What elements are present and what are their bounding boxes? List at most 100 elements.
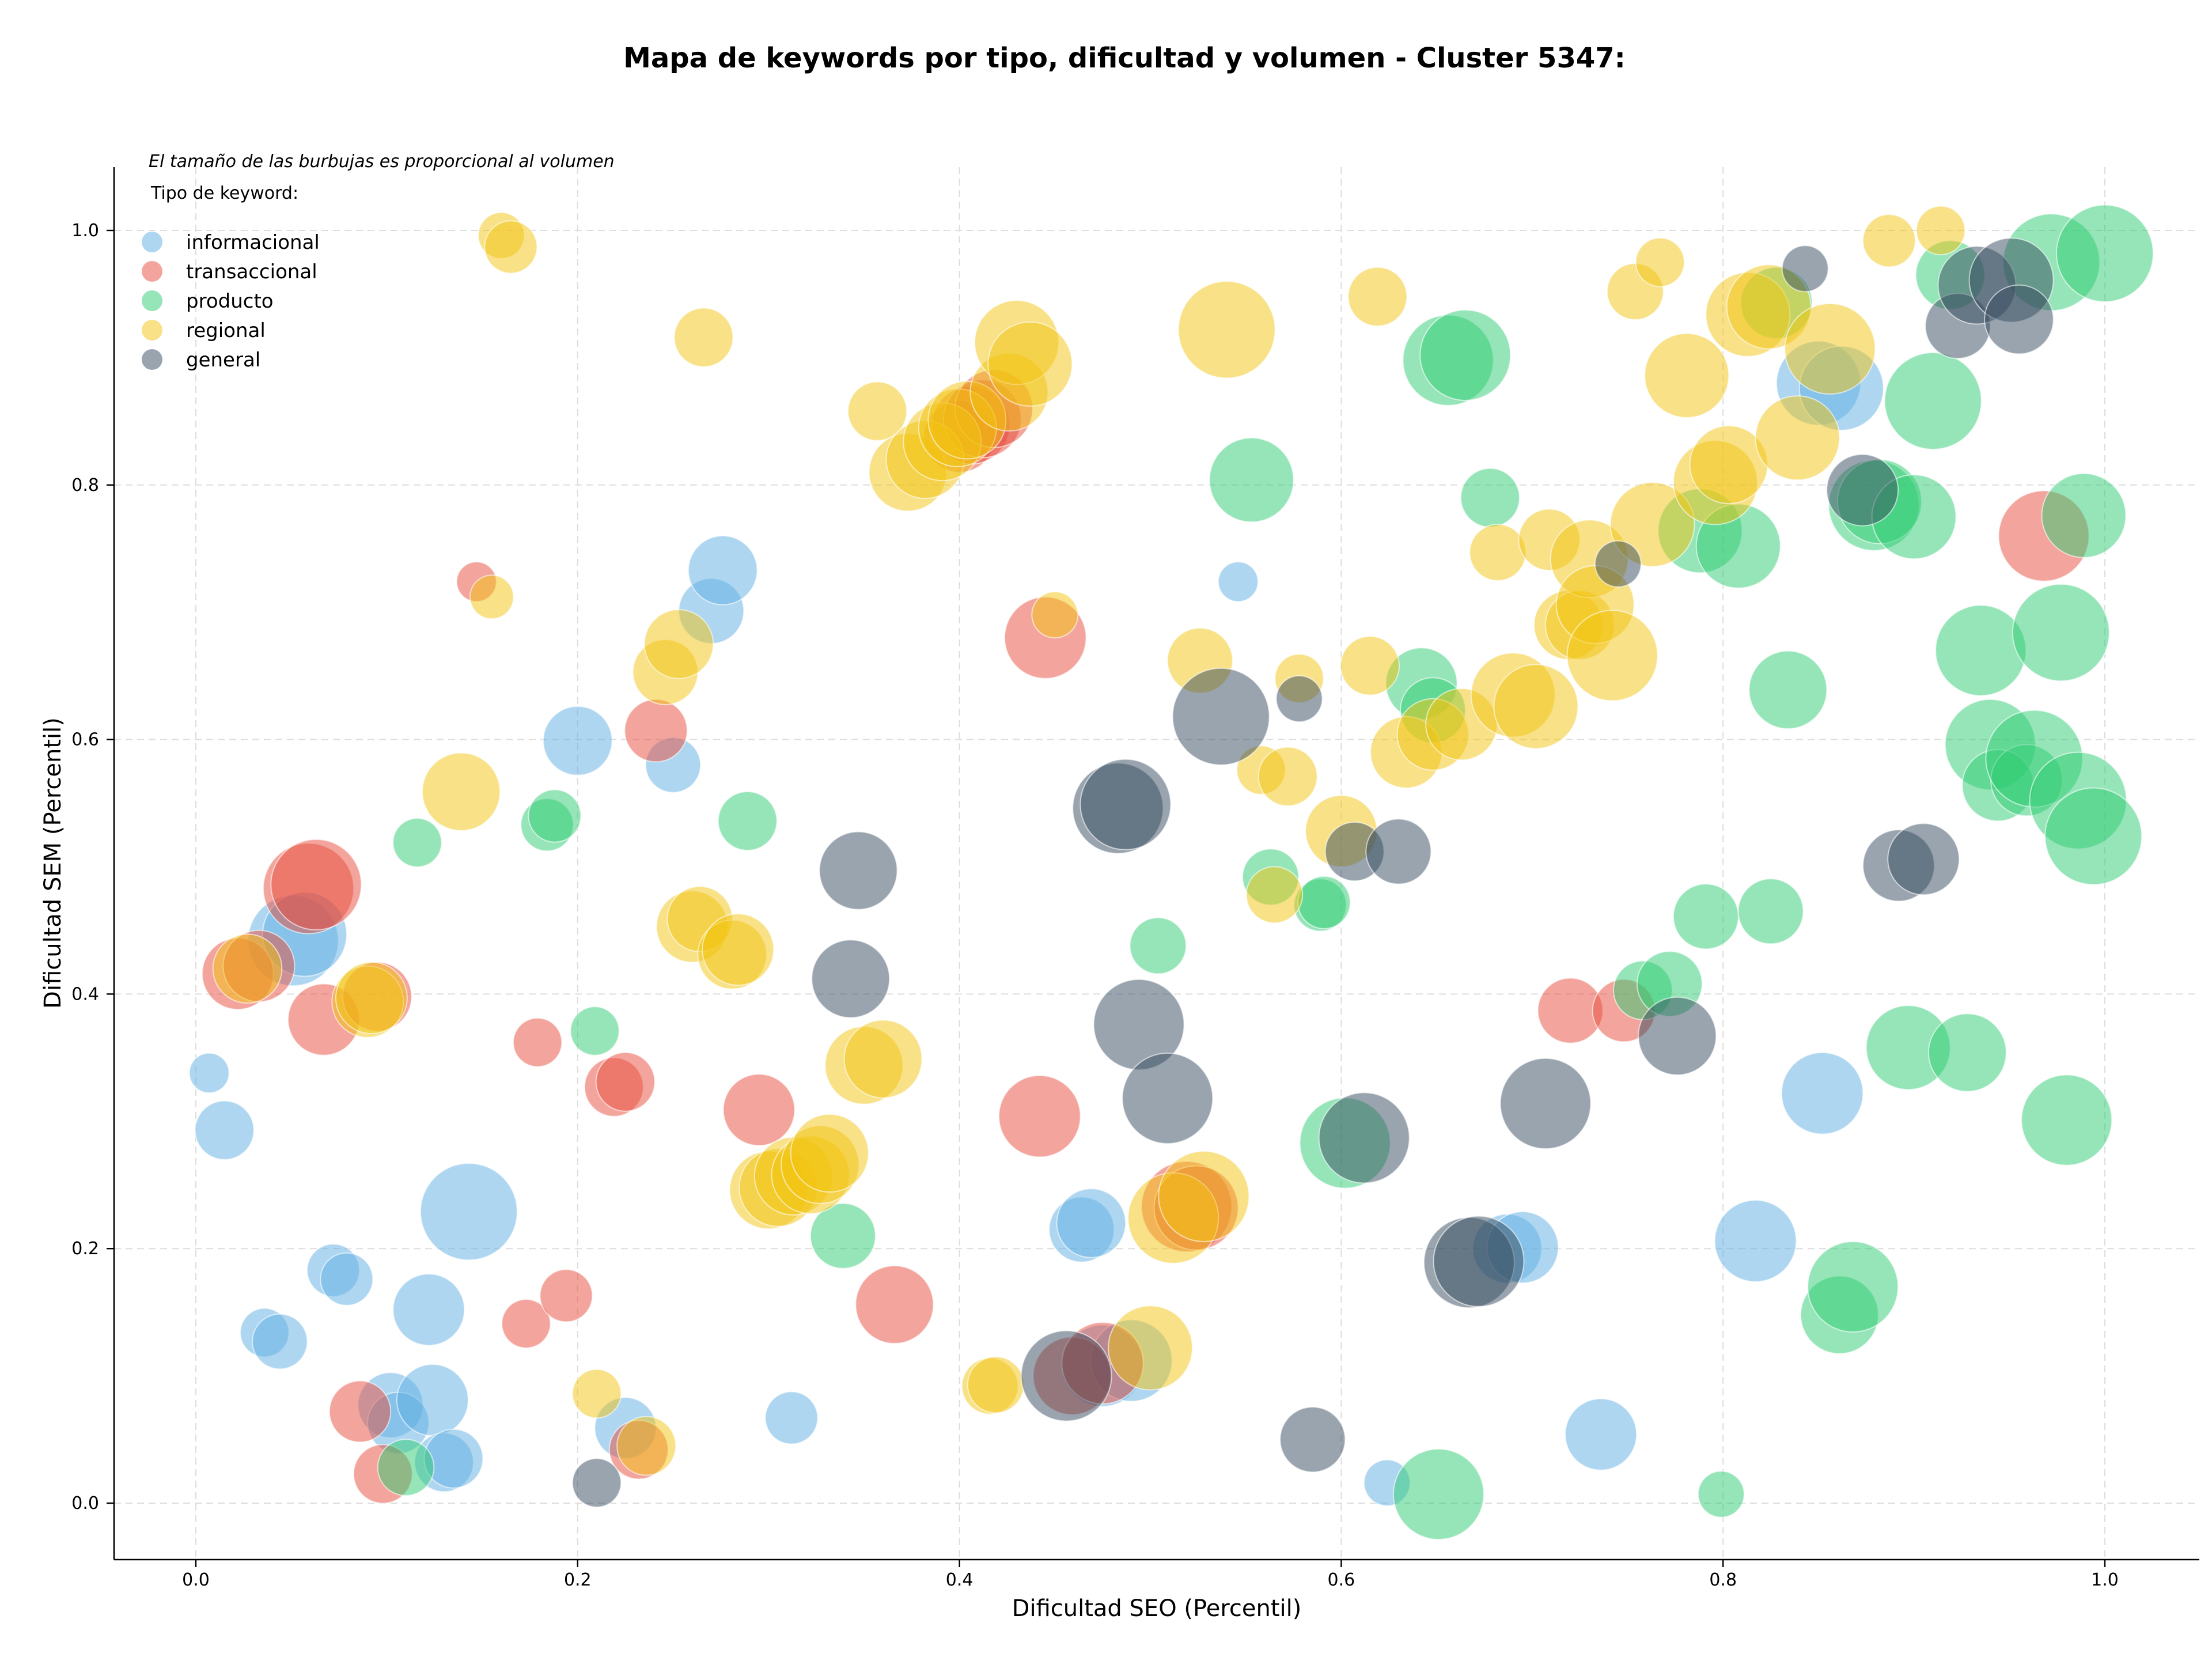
bubble-point: [702, 913, 775, 986]
bubble-point: [1297, 875, 1351, 929]
bubble-point: [469, 574, 514, 619]
bubble-point: [1172, 667, 1270, 766]
bubble-point: [1807, 1241, 1899, 1333]
bubble-point: [2012, 584, 2110, 682]
bubble-point: [419, 1163, 518, 1261]
bubble-point: [673, 307, 734, 368]
bubble-point: [1755, 395, 1840, 481]
bubble-point: [1927, 1013, 2007, 1092]
bubble-point: [1318, 1092, 1410, 1184]
legend-marker-transaccional: [142, 261, 162, 282]
bubble-point: [1644, 332, 1730, 418]
y-tick-label: 1.0: [71, 221, 99, 241]
bubble-point: [1217, 561, 1259, 603]
series-informacional: [188, 340, 1884, 1507]
bubble-point: [790, 1114, 869, 1193]
bubble-point: [1714, 1200, 1797, 1282]
x-tick-label: 0.8: [1709, 1570, 1737, 1590]
bubble-point: [819, 831, 898, 910]
bubble-point: [1433, 1215, 1525, 1307]
bubble-point: [809, 1202, 876, 1269]
bubble-point: [2021, 1074, 2113, 1166]
bubble-point: [188, 1052, 230, 1094]
bubble-point: [1737, 878, 1804, 945]
bubble-point: [998, 1074, 1081, 1158]
bubble-point: [1493, 664, 1579, 750]
bubble-point: [539, 1269, 593, 1323]
legend-marker-regional: [142, 320, 162, 340]
bubble-point: [1365, 818, 1432, 885]
bubble-point: [1279, 1406, 1346, 1473]
legend-label-producto: producto: [186, 290, 274, 313]
bubble-point: [595, 1051, 656, 1112]
x-tick-label: 1.0: [2091, 1570, 2119, 1590]
bubble-point: [1566, 610, 1658, 702]
bubble-point: [1158, 1151, 1250, 1243]
bubble-point: [1638, 996, 1717, 1076]
y-tick-label: 0.8: [71, 475, 99, 495]
bubble-point: [1887, 823, 1960, 896]
y-tick-label: 0.6: [71, 730, 99, 750]
bubble-point: [571, 1368, 622, 1419]
bubble-point: [1672, 883, 1739, 950]
chart-title: Mapa de keywords por tipo, dificultad y …: [623, 42, 1626, 74]
legend-title: Tipo de keyword:: [150, 183, 298, 203]
bubble-point: [1984, 284, 2054, 355]
bubble-point: [1340, 635, 1400, 696]
bubble-point: [1122, 1053, 1214, 1144]
series-regional: [212, 205, 1966, 1476]
bubble-point: [1499, 1057, 1592, 1149]
bubble-point: [717, 791, 778, 851]
bubble-point: [1565, 1398, 1638, 1471]
bubble-point: [320, 1252, 374, 1306]
y-tick-label: 0.4: [71, 984, 99, 1004]
axes-spines: [113, 167, 2199, 1561]
bubble-point: [1460, 467, 1520, 528]
y-axis-label: Dificultad SEM (Percentil): [40, 717, 66, 1009]
bubble-point: [194, 1100, 255, 1160]
legend: informacional transaccional producto region…: [142, 231, 320, 372]
bubble-point: [543, 706, 613, 776]
legend-label-informacional: informacional: [186, 231, 320, 254]
bubble-point: [967, 1356, 1025, 1414]
bubble-point: [855, 1265, 934, 1344]
bubble-point: [1635, 237, 1685, 287]
bubble-point: [1245, 866, 1304, 924]
bubble-point: [2044, 787, 2143, 886]
x-tick-label: 0.6: [1328, 1570, 1355, 1590]
bubble-point: [392, 818, 442, 868]
bubble-point: [1419, 309, 1512, 401]
legend-marker-general: [142, 349, 162, 370]
bubble-point: [1347, 266, 1408, 327]
bubble-point: [2056, 204, 2154, 302]
legend-label-transaccional: transaccional: [186, 260, 317, 283]
bubble-point: [1257, 746, 1318, 807]
bubble-point: [1748, 650, 1828, 729]
bubble-point: [501, 1299, 551, 1349]
bubble-point: [335, 962, 408, 1034]
bubble-point: [1935, 604, 2027, 697]
legend-label-regional: regional: [186, 319, 266, 342]
bubble-point: [328, 1380, 392, 1443]
legend-label-general: general: [186, 349, 260, 372]
legend-marker-producto: [142, 290, 162, 311]
bubble-point: [484, 220, 538, 274]
bubble-point: [722, 1073, 796, 1147]
bubble-point: [513, 1017, 563, 1068]
bubble-point: [212, 933, 283, 1004]
bubble-point: [1781, 245, 1829, 293]
x-tick-label: 0.0: [182, 1570, 210, 1590]
bubble-point: [1080, 758, 1172, 850]
bubble-point: [1129, 917, 1187, 975]
bubble-point: [687, 535, 758, 606]
bubble-point: [1781, 1051, 1864, 1135]
series-general: [571, 237, 2054, 1508]
bubble-point: [1031, 591, 1079, 639]
x-axis-label: Dificultad SEO (Percentil): [1012, 1595, 1302, 1622]
bubble-point: [392, 1273, 465, 1346]
bubble-point: [571, 1458, 622, 1508]
bubble-point: [843, 1019, 923, 1099]
bubble-point: [1392, 1448, 1484, 1540]
bubble-point: [1020, 1330, 1112, 1422]
